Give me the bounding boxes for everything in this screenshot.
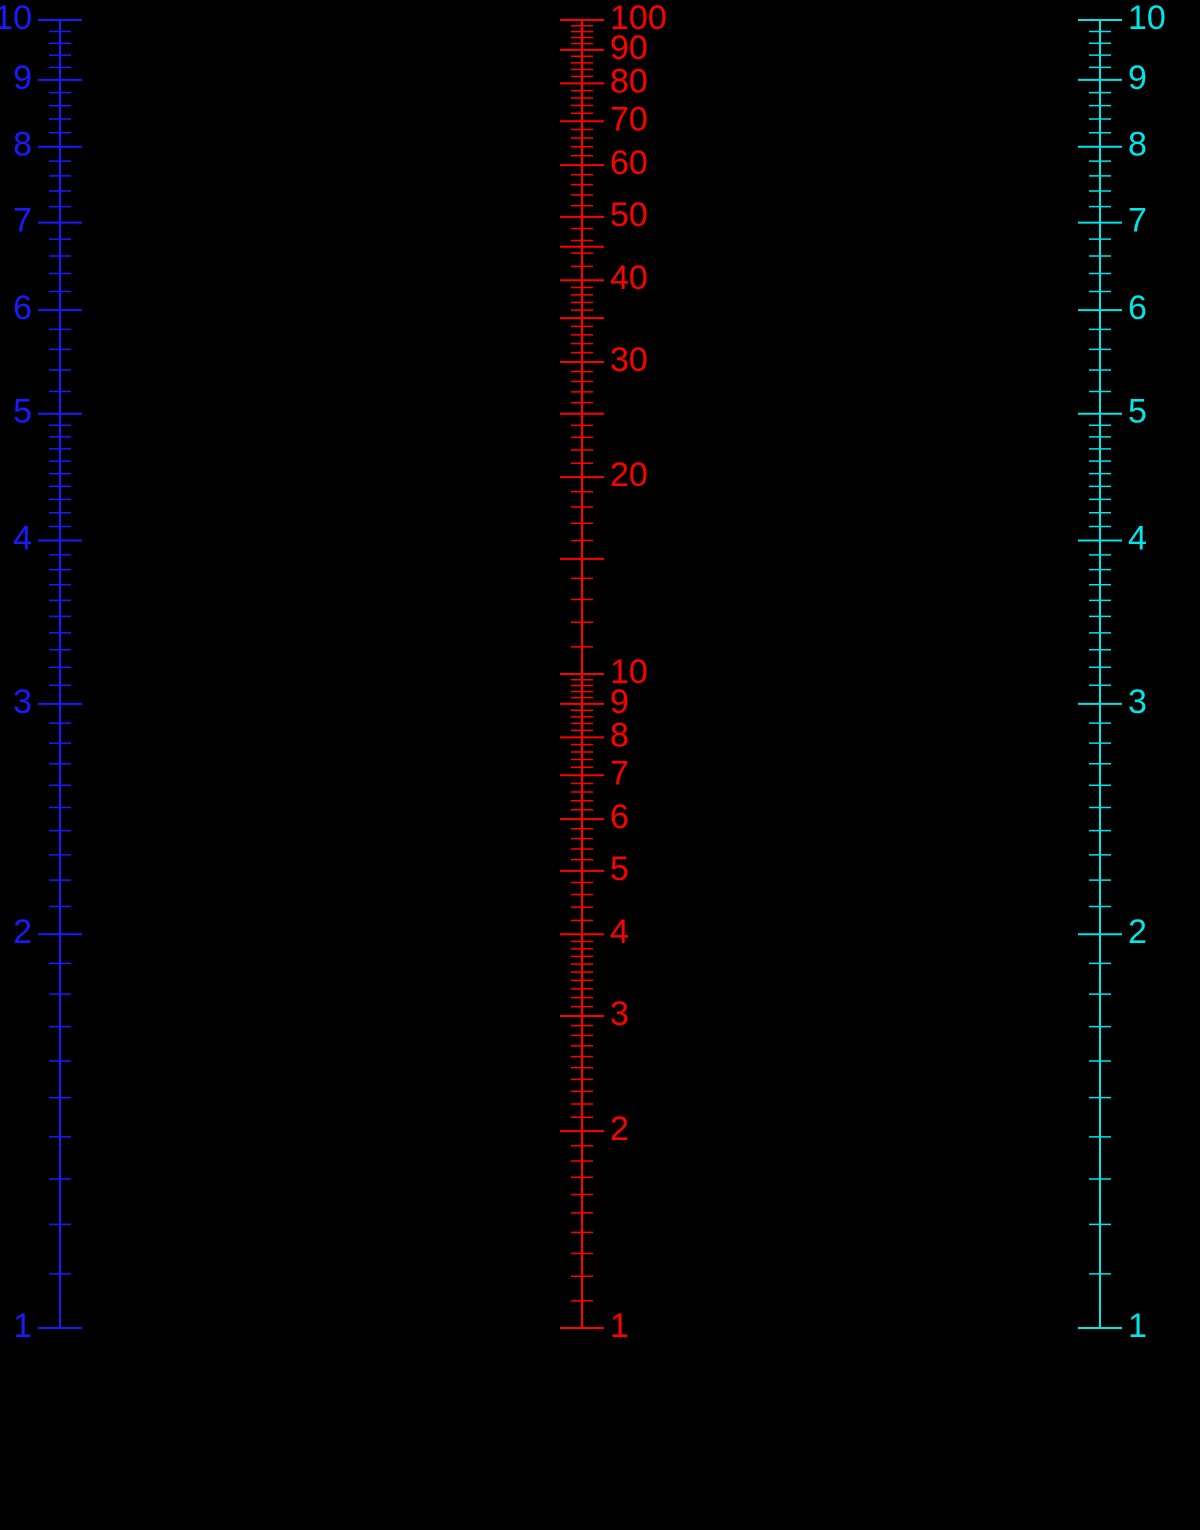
scale-center-label: 6 (610, 798, 629, 836)
scale-left-label: 2 (13, 913, 32, 951)
scale-center-label: 80 (610, 62, 648, 100)
scale-right-label: 10 (1128, 0, 1166, 37)
scale-center-label: 60 (610, 144, 648, 182)
scale-right-label: 1 (1128, 1307, 1147, 1345)
scale-center-label: 4 (610, 913, 629, 951)
scale-center-label: 5 (610, 850, 629, 888)
scale-left-label: 8 (13, 126, 32, 164)
scale-left-label: 5 (13, 393, 32, 431)
scale-left-label: 6 (13, 289, 32, 327)
scale-left-label: 10 (0, 0, 32, 37)
scale-center-label: 40 (610, 259, 648, 297)
scale-right-label: 7 (1128, 202, 1147, 240)
scale-center-label: 8 (610, 716, 629, 754)
nomograph-canvas: 1234567891012345678910203040506070809010… (0, 0, 1200, 1530)
scale-right-label: 6 (1128, 289, 1147, 327)
scale-center-label: 70 (610, 100, 648, 138)
scale-left-label: 3 (13, 683, 32, 721)
scale-left-label: 9 (13, 59, 32, 97)
scale-left-label: 4 (13, 519, 32, 557)
scale-center-label: 10 (610, 653, 648, 691)
scale-center-label: 3 (610, 995, 629, 1033)
scale-right-label: 5 (1128, 393, 1147, 431)
scale-center-label: 50 (610, 196, 648, 234)
scale-right-label: 4 (1128, 519, 1147, 557)
scale-center-label: 1 (610, 1307, 629, 1345)
scale-left-label: 1 (13, 1307, 32, 1345)
scale-right-label: 8 (1128, 126, 1147, 164)
scale-center-label: 2 (610, 1110, 629, 1148)
scale-right-label: 9 (1128, 59, 1147, 97)
scale-center-label: 20 (610, 456, 648, 494)
scale-center-label: 30 (610, 341, 648, 379)
scale-center-label: 100 (610, 0, 667, 37)
scale-left-label: 7 (13, 202, 32, 240)
scale-right-label: 2 (1128, 913, 1147, 951)
scale-right-label: 3 (1128, 683, 1147, 721)
scale-center-label: 7 (610, 754, 629, 792)
